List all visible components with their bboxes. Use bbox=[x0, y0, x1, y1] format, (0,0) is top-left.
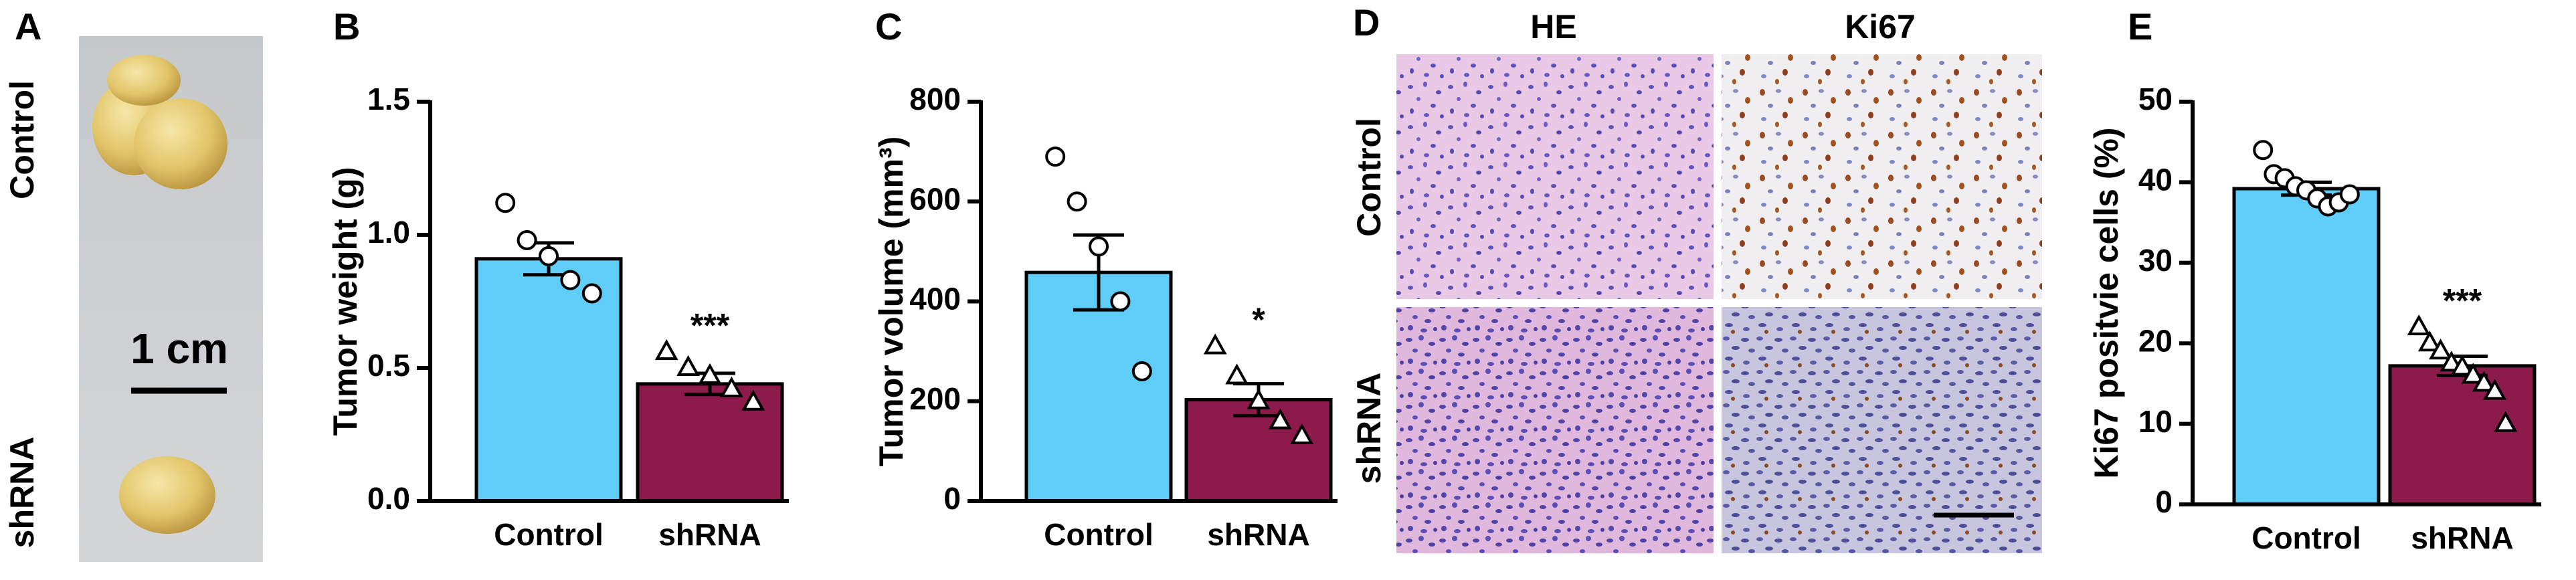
y-axis-label: Tumor weight (g) bbox=[327, 167, 364, 436]
row-label: Control bbox=[3, 80, 41, 199]
x-tick-label: Control bbox=[1044, 517, 1154, 552]
row-label: shRNA bbox=[1350, 373, 1388, 484]
micrograph bbox=[1722, 307, 2042, 553]
data-point bbox=[2417, 330, 2442, 352]
y-axis-label: Ki67 positvie cells (%) bbox=[2088, 127, 2125, 478]
data-point bbox=[1268, 408, 1292, 429]
y-tick-label: 50 bbox=[2138, 82, 2173, 116]
scale-label: 1 cm bbox=[130, 324, 228, 373]
panel-letter: B bbox=[333, 5, 360, 47]
x-tick-label: shRNA bbox=[2411, 520, 2513, 555]
panel-letter: A bbox=[15, 5, 41, 47]
y-tick-label: 0.0 bbox=[367, 481, 410, 516]
bar bbox=[2232, 187, 2381, 506]
micrograph bbox=[1396, 307, 1714, 553]
micrograph bbox=[1722, 54, 2042, 299]
data-point bbox=[1203, 333, 1227, 355]
data-point bbox=[517, 229, 537, 250]
significance: * bbox=[1252, 301, 1265, 339]
y-tick-label: 40 bbox=[2138, 163, 2173, 197]
data-point bbox=[1089, 236, 1109, 257]
y-tick-label: 20 bbox=[2138, 323, 2173, 358]
bar bbox=[2388, 364, 2537, 506]
row-label: Control bbox=[1350, 118, 1388, 237]
column-label: Ki67 bbox=[1845, 8, 1916, 45]
y-tick-label: 200 bbox=[909, 381, 961, 416]
data-point bbox=[2339, 184, 2360, 205]
y-tick-label: 0.5 bbox=[367, 348, 410, 383]
data-point bbox=[719, 376, 743, 397]
data-point bbox=[676, 355, 701, 376]
significance: *** bbox=[691, 306, 730, 344]
data-point bbox=[581, 283, 602, 304]
data-point bbox=[1045, 147, 1066, 167]
y-tick-label: 400 bbox=[909, 282, 961, 316]
data-point bbox=[1067, 191, 1087, 212]
y-tick-label: 30 bbox=[2138, 243, 2173, 278]
panel-letter: D bbox=[1353, 1, 1380, 43]
data-point bbox=[741, 389, 765, 411]
tumor-control bbox=[92, 55, 227, 189]
micrograph bbox=[1396, 54, 1714, 299]
data-point bbox=[654, 339, 678, 361]
data-point bbox=[2253, 140, 2274, 161]
x-tick-label: shRNA bbox=[658, 517, 761, 552]
x-tick-label: shRNA bbox=[1207, 517, 1309, 552]
y-tick-label: 1.5 bbox=[367, 82, 410, 116]
data-point bbox=[2407, 314, 2431, 336]
row-label: shRNA bbox=[3, 437, 41, 549]
data-point bbox=[2461, 363, 2485, 384]
y-tick-label: 800 bbox=[909, 82, 961, 116]
data-point bbox=[2429, 339, 2453, 360]
data-point bbox=[2472, 371, 2496, 392]
y-tick-label: 10 bbox=[2138, 404, 2173, 439]
data-point bbox=[2450, 355, 2474, 376]
data-point bbox=[1131, 361, 1152, 381]
panel-letter: E bbox=[2128, 5, 2152, 47]
bar bbox=[636, 382, 784, 503]
data-point bbox=[2494, 411, 2518, 432]
data-point bbox=[2483, 379, 2507, 400]
data-point bbox=[495, 193, 516, 213]
column-label: HE bbox=[1530, 8, 1576, 45]
y-tick-label: 0 bbox=[943, 481, 961, 516]
data-point bbox=[560, 270, 581, 290]
data-point bbox=[1225, 363, 1249, 385]
panel-letter: C bbox=[875, 5, 902, 47]
tumor-shrna bbox=[119, 456, 215, 534]
y-tick-label: 600 bbox=[909, 181, 961, 216]
y-axis-label: Tumor volume (mm³) bbox=[872, 136, 910, 467]
y-tick-label: 1.0 bbox=[367, 215, 410, 250]
data-point bbox=[1110, 291, 1131, 312]
data-point bbox=[539, 246, 559, 266]
data-point bbox=[1247, 388, 1271, 409]
x-tick-label: Control bbox=[494, 517, 604, 552]
data-point bbox=[698, 363, 722, 384]
y-tick-label: 0 bbox=[2155, 484, 2173, 519]
data-point bbox=[1290, 423, 1314, 444]
significance: *** bbox=[2443, 282, 2482, 319]
x-tick-label: Control bbox=[2251, 520, 2361, 555]
